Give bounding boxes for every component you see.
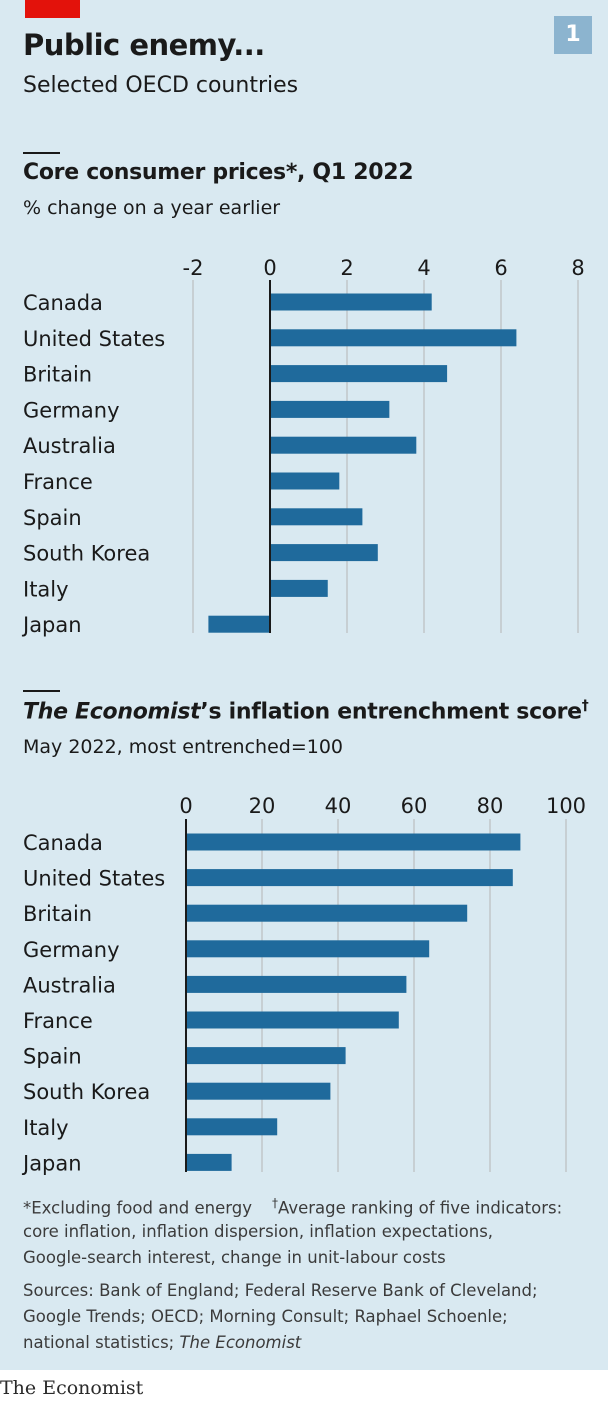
sources-line3-italic: The Economist — [179, 1333, 302, 1352]
tick-label: 2 — [340, 256, 353, 280]
category-label: United States — [23, 867, 165, 891]
chart-number-badge: 1 — [554, 16, 592, 54]
bar — [186, 904, 468, 922]
sources-line2: Google Trends; OECD; Morning Consult; Ra… — [23, 1307, 508, 1326]
tick-label: 60 — [401, 794, 428, 818]
category-label: South Korea — [23, 1080, 150, 1104]
bar — [186, 940, 430, 958]
tick-label: 100 — [546, 794, 586, 818]
chart2-title-dagger: † — [581, 698, 589, 714]
bar — [186, 1153, 232, 1171]
category-label: Canada — [23, 831, 103, 855]
category-label: France — [23, 1009, 93, 1033]
footnote-line1: *Excluding food and energy †Average ranki… — [23, 1196, 562, 1218]
brand-red-tab — [25, 0, 80, 18]
category-label: Japan — [21, 613, 82, 637]
tick-label: 0 — [263, 256, 276, 280]
bar — [186, 1118, 278, 1136]
bar — [186, 1011, 399, 1029]
bar — [270, 472, 340, 490]
category-label: Britain — [23, 363, 92, 387]
chart2-title-italic: The Economist — [23, 699, 201, 725]
bar — [208, 615, 270, 633]
sources-line3: national statistics; The Economist — [23, 1333, 301, 1352]
bar — [186, 869, 513, 887]
chart1-plot: -2 0 2 4 6 8 Canada United States Britain Germany… — [21, 256, 585, 637]
category-label: Italy — [23, 1116, 69, 1140]
category-label: Germany — [23, 938, 120, 962]
footnote-dagger: Average ranking of five indicators: — [278, 1198, 563, 1218]
chart2-title: The Economist’s inflation entrenchment s… — [23, 698, 589, 724]
sources-line3-plain: national statistics; — [23, 1333, 180, 1352]
category-label: France — [23, 470, 93, 494]
tick-label: -2 — [183, 256, 204, 280]
category-label: Spain — [23, 506, 82, 530]
category-label: Australia — [23, 973, 116, 997]
tick-label: 4 — [417, 256, 430, 280]
tick-label: 8 — [571, 256, 584, 280]
bar — [270, 400, 390, 418]
category-label: United States — [23, 327, 165, 351]
page-subtitle: Selected OECD countries — [23, 73, 299, 98]
bar — [270, 508, 363, 526]
chart-panel: 1 Public enemy... Selected OECD countrie… — [0, 0, 608, 1370]
tick-label: 40 — [325, 794, 352, 818]
category-label: Britain — [23, 902, 92, 926]
tick-label: 6 — [494, 256, 507, 280]
chart1-subtitle: % change on a year earlier — [23, 197, 281, 219]
bar — [270, 544, 378, 562]
bar — [270, 293, 432, 311]
bar — [186, 833, 521, 851]
tick-label: 80 — [477, 794, 504, 818]
footer-brand: The Economist — [0, 1377, 144, 1399]
category-label: Germany — [23, 398, 120, 422]
category-label: Japan — [21, 1151, 82, 1175]
tick-label: 20 — [249, 794, 276, 818]
bar — [186, 975, 407, 993]
tick-label: 0 — [179, 794, 192, 818]
chart2-plot: 0 20 40 60 80 100 Canada United States Britain Ge… — [21, 794, 586, 1175]
footnote-line3: Google-search interest, change in unit-l… — [23, 1248, 446, 1267]
sources-line1: Sources: Bank of England; Federal Reserv… — [23, 1281, 538, 1300]
page-title: Public enemy... — [23, 28, 265, 62]
footnote-line2: core inflation, inflation dispersion, in… — [23, 1222, 494, 1241]
bar — [186, 1082, 331, 1100]
footnote-star: *Excluding food and energy — [23, 1198, 252, 1218]
category-label: Spain — [23, 1045, 82, 1069]
chart1-title: Core consumer prices*, Q1 2022 — [23, 160, 414, 185]
bar — [270, 436, 417, 454]
bar — [270, 365, 448, 383]
chart2-rule — [23, 690, 60, 692]
bar — [186, 1047, 346, 1065]
category-label: Australia — [23, 434, 116, 458]
bar — [270, 579, 328, 597]
category-label: South Korea — [23, 542, 150, 566]
category-label: Canada — [23, 291, 103, 315]
chart2-subtitle: May 2022, most entrenched=100 — [23, 736, 344, 758]
chart2-title-rest: ’s inflation entrenchment score — [200, 699, 582, 725]
category-label: Italy — [23, 577, 69, 601]
chart1-rule — [23, 152, 60, 154]
bar — [270, 329, 517, 347]
footnote-dagger-mark: † — [272, 1196, 278, 1210]
